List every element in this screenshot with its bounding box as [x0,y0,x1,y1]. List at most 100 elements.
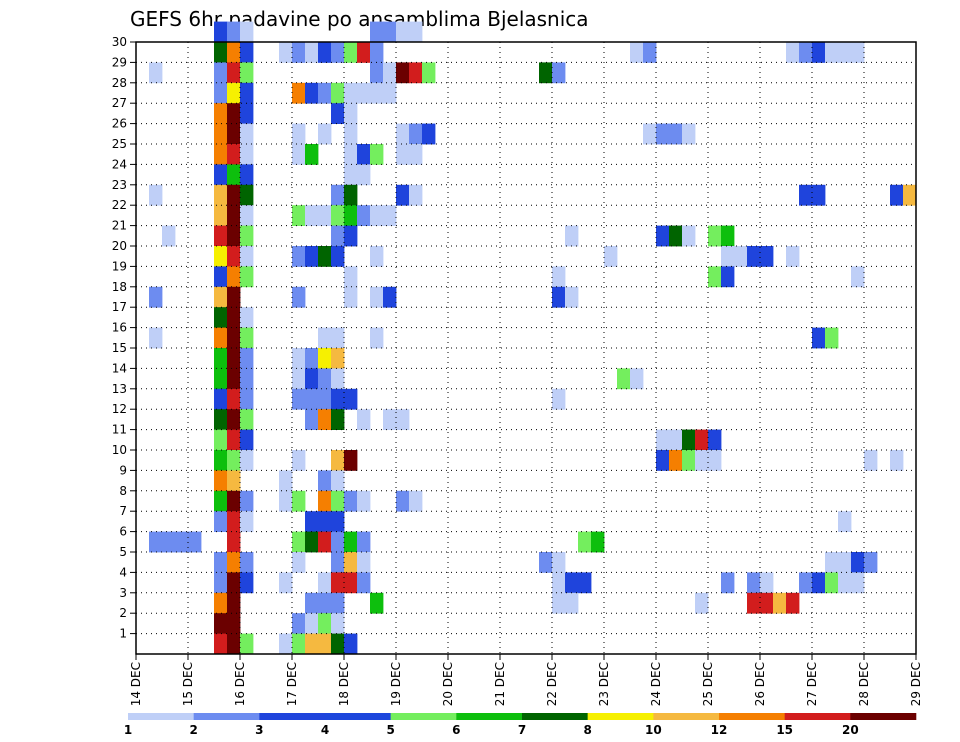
heatmap-cell [851,572,865,594]
heatmap-cell [227,225,241,247]
heatmap-cell [903,184,917,206]
heatmap-cell [240,164,254,186]
heatmap-cell [331,633,345,655]
heatmap-cell [656,123,670,145]
heatmap-cell [409,184,423,206]
colorbar-tick-label: 20 [842,723,859,737]
heatmap-cell [682,450,696,471]
heatmap-cell [305,388,319,410]
heatmap-cell [656,450,670,471]
heatmap-cell [227,327,241,349]
heatmap-cell [240,266,254,288]
heatmap-cell [383,409,397,430]
x-tick-label: 28 DEC [857,662,871,706]
heatmap-cell [721,266,735,288]
heatmap-cell [331,531,345,553]
y-tick-label: 16 [112,321,127,335]
heatmap-cell [357,409,371,430]
heatmap-cell [214,266,228,288]
y-tick-label: 24 [112,157,127,171]
heatmap-cell [422,62,436,84]
heatmap-cell [851,42,865,63]
heatmap-cell [318,368,332,390]
heatmap-cell [396,490,410,512]
heatmap-cell [292,368,306,390]
heatmap-cell [214,368,228,390]
heatmap-cell [227,613,241,634]
heatmap-cell [760,572,774,594]
heatmap-cell [409,144,423,165]
heatmap-cell [292,205,306,226]
heatmap-cell [344,123,358,145]
y-tick-label: 9 [119,463,127,477]
colorbar-tick-label: 2 [189,723,197,737]
heatmap-cell [240,429,254,451]
heatmap-cell [227,144,241,165]
heatmap-cell [227,368,241,390]
heatmap-cell [240,205,254,226]
heatmap-cell [682,123,696,145]
heatmap-cell [240,552,254,573]
heatmap-cell [357,164,371,186]
heatmap-cell [240,103,254,124]
heatmap-cell [331,613,345,634]
heatmap-cell [682,225,696,247]
colorbar-tick-label: 5 [386,723,394,737]
heatmap-cell [162,531,176,553]
heatmap-cell [318,572,332,594]
heatmap-cell [214,348,228,369]
heatmap-cell [240,62,254,84]
heatmap-cell [227,266,241,288]
heatmap-cell [799,184,813,206]
heatmap-cell [214,511,228,532]
heatmap-cell [630,42,644,63]
heatmap-cell [331,82,345,104]
heatmap-cell [318,511,332,532]
heatmap-cell [227,633,241,655]
heatmap-cell [786,42,800,63]
heatmap-cell [708,225,722,247]
heatmap-cell [214,164,228,186]
heatmap-cell [890,450,904,471]
heatmap-cell [825,572,839,594]
x-tick-label: 20 DEC [441,662,455,706]
heatmap-cell [370,286,384,308]
y-tick-label: 13 [112,382,127,396]
heatmap-cell [305,144,319,165]
heatmap-cell [227,42,241,63]
y-tick-label: 4 [119,565,127,579]
heatmap-cell [305,531,319,553]
heatmap-cell [838,511,852,532]
heatmap-cell [838,42,852,63]
y-tick-label: 7 [119,504,127,518]
y-tick-label: 25 [112,137,127,151]
heatmap-cell [318,123,332,145]
heatmap-cell [747,572,761,594]
colorbar-tick-label: 7 [518,723,526,737]
y-axis-ticks: 1234567891011121314151617181920212223242… [112,35,136,641]
heatmap-cell [344,42,358,63]
heatmap-cell [214,82,228,104]
y-tick-label: 27 [112,96,127,110]
heatmap-cell [331,388,345,410]
colorbar-segment [784,713,851,720]
heatmap-cell [851,266,865,288]
heatmap-cell [227,409,241,430]
heatmap-cell [552,552,566,573]
heatmap-cell [240,42,254,63]
heatmap-cell [370,246,384,267]
heatmap-cell [370,327,384,349]
heatmap-cell [344,490,358,512]
y-tick-label: 10 [112,443,127,457]
colorbar-segment [653,713,720,720]
heatmap-cell [721,225,735,247]
heatmap-cell [331,572,345,594]
heatmap-cell [695,450,709,471]
heatmap-cell [175,531,189,553]
colorbar-segment [587,713,654,720]
heatmap-cell [214,327,228,349]
heatmap-cell [552,572,566,594]
heatmap-cell [539,552,553,573]
heatmap-cell [214,184,228,206]
heatmap-cell [396,123,410,145]
